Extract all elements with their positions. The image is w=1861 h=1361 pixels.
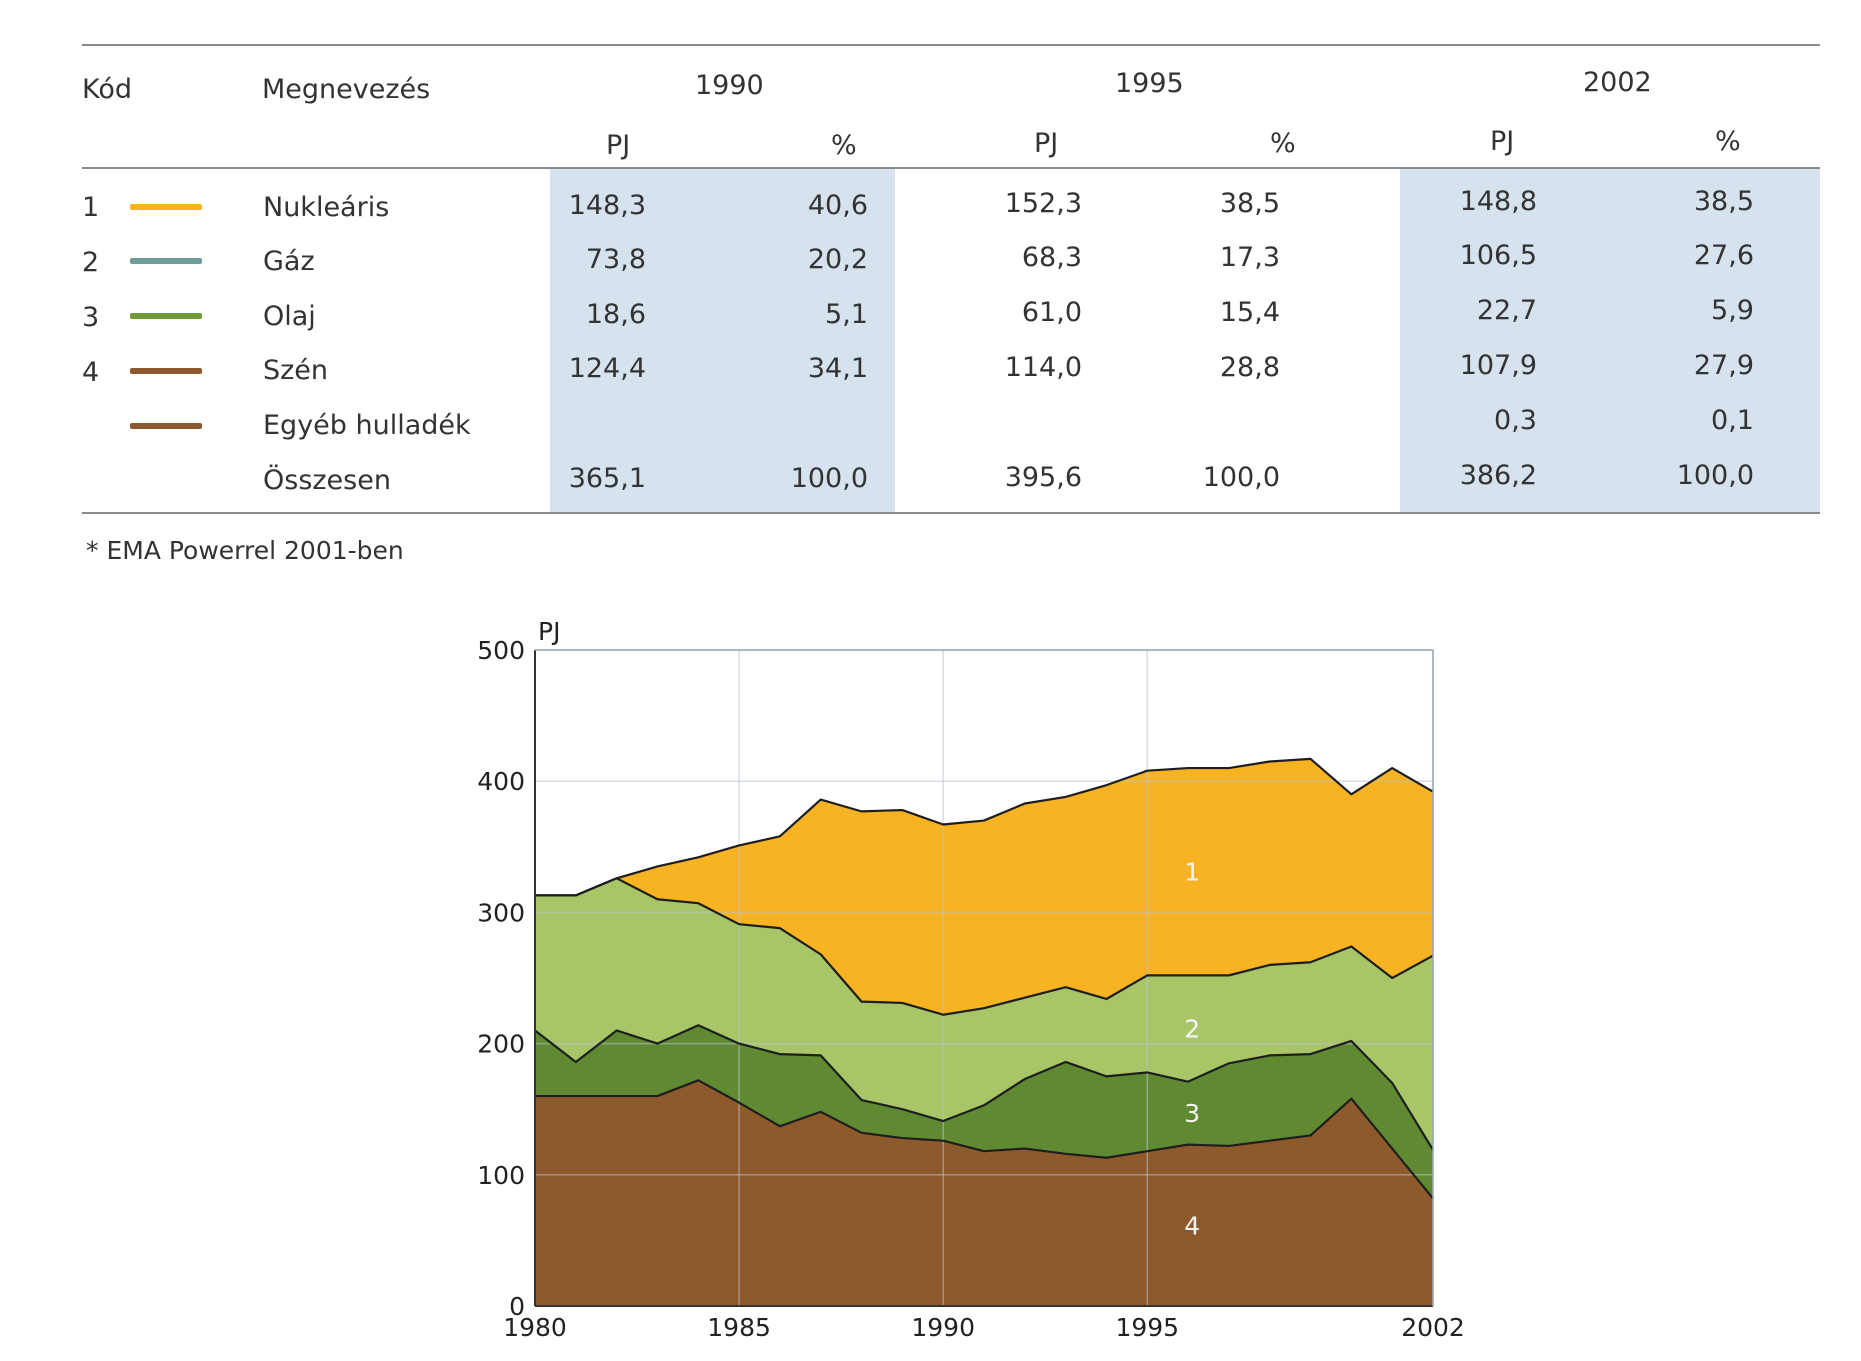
row-value: 22,7 bbox=[1476, 295, 1537, 326]
row-value: 106,5 bbox=[1459, 240, 1537, 271]
row-value: 0,1 bbox=[1711, 405, 1754, 436]
row-value: 15,4 bbox=[1219, 297, 1280, 328]
area-series-2 bbox=[535, 878, 1433, 1150]
row-name: Egyéb hulladék bbox=[263, 410, 471, 441]
swatch-nuclear bbox=[130, 204, 202, 210]
x-tick-label: 1985 bbox=[707, 1313, 771, 1342]
row-value: 34,1 bbox=[807, 353, 868, 384]
y-tick-label: 500 bbox=[477, 636, 525, 665]
header-year-1990: 1990 bbox=[695, 70, 764, 101]
row-value: 124,4 bbox=[568, 353, 646, 384]
shade-2002 bbox=[1400, 168, 1820, 514]
header-code: Kód bbox=[82, 74, 133, 105]
row-value: 61,0 bbox=[1021, 297, 1082, 328]
y-tick-label: 0 bbox=[509, 1292, 525, 1321]
row-value: 5,9 bbox=[1711, 295, 1754, 326]
row-value: 100,0 bbox=[1676, 460, 1754, 491]
header-pj-1995: PJ bbox=[1034, 128, 1059, 159]
series-label-1: 1 bbox=[1184, 858, 1200, 887]
row-value: 148,3 bbox=[568, 190, 646, 221]
header-pj-2002: PJ bbox=[1490, 126, 1515, 157]
y-tick-label: 100 bbox=[477, 1161, 525, 1190]
header-pj-1990: PJ bbox=[606, 130, 631, 161]
series-label-2: 2 bbox=[1184, 1015, 1200, 1044]
swatch-gas bbox=[130, 258, 202, 264]
area-series-3 bbox=[535, 1025, 1433, 1199]
rule-bottom bbox=[82, 512, 1820, 514]
row-value: 365,1 bbox=[568, 463, 646, 494]
y-tick-label: 300 bbox=[477, 898, 525, 927]
row-value: 28,8 bbox=[1219, 352, 1280, 383]
row-name: Összesen bbox=[263, 465, 391, 496]
row-value: 40,6 bbox=[807, 190, 868, 221]
row-value: 395,6 bbox=[1004, 462, 1082, 493]
swatch-other-waste bbox=[130, 423, 202, 429]
row-value: 68,3 bbox=[1021, 242, 1082, 273]
row-value: 100,0 bbox=[1202, 462, 1280, 493]
row-value: 386,2 bbox=[1459, 460, 1537, 491]
row-value: 5,1 bbox=[825, 299, 868, 330]
row-code: 2 bbox=[82, 247, 100, 278]
row-value: 0,3 bbox=[1494, 405, 1537, 436]
row-value: 20,2 bbox=[807, 244, 868, 275]
header-year-1995: 1995 bbox=[1115, 68, 1184, 99]
row-code: 1 bbox=[82, 192, 100, 223]
x-tick-label: 2002 bbox=[1401, 1313, 1465, 1342]
row-value: 38,5 bbox=[1219, 188, 1280, 219]
shade-1990 bbox=[550, 168, 895, 514]
y-tick-label: 200 bbox=[477, 1030, 525, 1059]
row-code: 3 bbox=[82, 302, 100, 333]
header-pct-1990: % bbox=[831, 130, 857, 161]
row-value: 38,5 bbox=[1693, 186, 1754, 217]
y-axis-label: PJ bbox=[538, 617, 560, 646]
row-value: 17,3 bbox=[1219, 242, 1280, 273]
outline-series-4 bbox=[535, 1079, 1434, 1200]
row-value: 100,0 bbox=[790, 463, 868, 494]
row-value: 148,8 bbox=[1459, 186, 1537, 217]
x-tick-label: 1980 bbox=[503, 1313, 567, 1342]
x-tick-label: 1990 bbox=[911, 1313, 975, 1342]
series-label-3: 3 bbox=[1184, 1099, 1200, 1128]
row-name: Nukleáris bbox=[263, 192, 390, 223]
outline-series-1 bbox=[535, 757, 1434, 897]
outline-series-2 bbox=[535, 877, 1434, 1016]
header-year-2002: 2002 bbox=[1583, 67, 1652, 98]
header-pct-2002: % bbox=[1715, 126, 1741, 157]
y-tick-label: 400 bbox=[477, 767, 525, 796]
row-value: 73,8 bbox=[585, 244, 646, 275]
header-name: Megnevezés bbox=[262, 74, 431, 105]
outline-series-3 bbox=[534, 1024, 1434, 1151]
row-value: 27,9 bbox=[1693, 350, 1754, 381]
swatch-coal bbox=[130, 368, 202, 374]
rule-header bbox=[82, 167, 1820, 169]
swatch-oil bbox=[130, 313, 202, 319]
row-name: Szén bbox=[263, 355, 329, 386]
row-value: 114,0 bbox=[1004, 352, 1082, 383]
row-name: Gáz bbox=[263, 246, 315, 277]
area-series-1 bbox=[535, 758, 1433, 1015]
row-value: 27,6 bbox=[1693, 240, 1754, 271]
x-tick-label: 1995 bbox=[1115, 1313, 1179, 1342]
row-value: 18,6 bbox=[585, 299, 646, 330]
row-name: Olaj bbox=[263, 301, 316, 332]
area-series-4 bbox=[535, 1080, 1433, 1306]
row-code: 4 bbox=[82, 357, 100, 388]
series-label-4: 4 bbox=[1184, 1211, 1200, 1240]
rule-top bbox=[82, 44, 1820, 46]
row-value: 107,9 bbox=[1459, 350, 1537, 381]
footnote: * EMA Powerrel 2001-ben bbox=[86, 536, 404, 565]
header-pct-1995: % bbox=[1270, 128, 1296, 159]
row-value: 152,3 bbox=[1004, 188, 1082, 219]
